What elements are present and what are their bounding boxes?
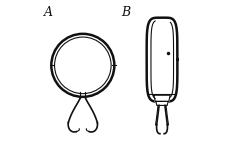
Polygon shape xyxy=(147,18,177,102)
Polygon shape xyxy=(154,95,170,101)
Text: B: B xyxy=(122,6,131,19)
Circle shape xyxy=(51,34,114,97)
Text: A: A xyxy=(44,6,53,19)
Polygon shape xyxy=(156,101,168,105)
